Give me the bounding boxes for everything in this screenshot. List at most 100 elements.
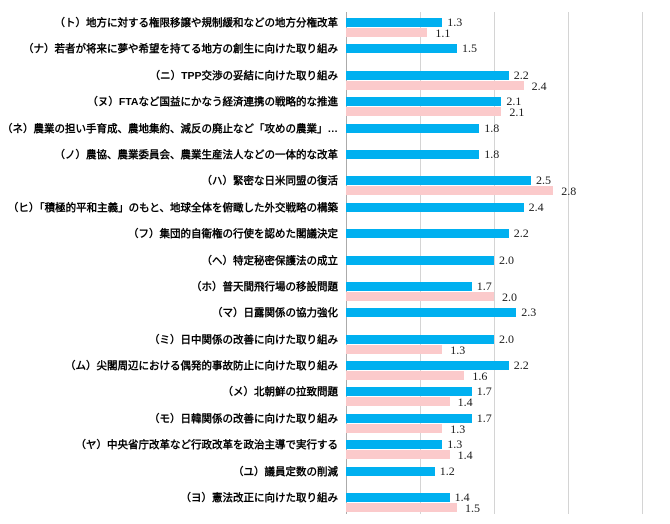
bar-blue [346, 44, 457, 54]
bar-blue [346, 97, 502, 107]
chart-row: （ヘ）特定秘密保護法の成立 2.0 [0, 251, 670, 277]
chart-row: （ネ）農業の担い手育成、農地集約、減反の廃止など「攻めの農業」… 1.8 [0, 119, 670, 145]
value-label-blue: 2.4 [528, 199, 544, 214]
category-label: （ユ）議員定数の削減 [233, 465, 338, 478]
bar-group-blue: 1.5 [346, 41, 477, 56]
category-label: （モ）日韓関係の改善に向けた取り組み [149, 412, 338, 425]
value-label-blue: 2.3 [521, 305, 537, 320]
value-label-blue: 2.5 [536, 173, 551, 188]
bar-group-blue: 1.7 [346, 410, 492, 425]
value-label-pink: 1.4 [457, 395, 473, 410]
chart-row: （モ）日韓関係の改善に向けた取り組み 1.7 1.3 [0, 409, 670, 435]
chart-rows: （ト）地方に対する権限移譲や規制緩和などの地方分権改革 1.3 1.1 （ナ）若者が将… [0, 13, 670, 514]
bar-group-blue: 2.5 [346, 173, 551, 188]
bar-group-blue: 2.0 [346, 254, 514, 266]
bar-group-pink: 1.4 [346, 395, 473, 410]
bar-group-blue: 1.3 [346, 16, 462, 28]
bar-group-pink: 2.1 [346, 105, 525, 120]
category-label: （ヨ）憲法改正に向けた取り組み [180, 492, 339, 505]
gridline-x-2 [494, 12, 495, 514]
category-label: （ノ）農協、農業委員会、農業生産法人などの一体的な改革 [54, 148, 339, 161]
value-label-blue: 1.2 [439, 463, 455, 478]
value-label-blue: 1.7 [476, 410, 492, 425]
category-label: （ト）地方に対する権限移譲や規制緩和などの地方分権改革 [54, 17, 339, 29]
bar-blue [346, 123, 480, 133]
chart-row: （ヨ）憲法改正に向けた取り組み 1.4 1.5 [0, 488, 670, 514]
bar-blue [346, 440, 443, 450]
value-label-blue: 1.4 [454, 490, 470, 505]
category-label: （ヌ）FTAなど国益にかなう経済連携の戦略的な推進 [87, 96, 338, 109]
bar-group-blue: 1.7 [346, 385, 492, 397]
value-label-blue: 1.5 [462, 41, 477, 56]
chart-row: （ホ）普天間飛行場の移設問題 1.7 2.0 [0, 277, 670, 303]
bar-group-blue: 1.8 [346, 120, 500, 135]
category-label: （ニ）TPP交渉の妥結に向けた取り組み [149, 69, 338, 82]
bar-group-pink: 2.4 [346, 78, 547, 93]
chart-row: （ヌ）FTAなど国益にかなう経済連携の戦略的な推進 2.1 2.1 [0, 92, 670, 118]
chart-row: （ト）地方に対する権限移譲や規制緩和などの地方分権改革 1.3 1.1 [0, 13, 670, 39]
value-label-blue: 1.8 [484, 120, 500, 135]
value-label-blue: 2.1 [506, 94, 522, 109]
chart-row: （ヤ）中央省庁改革など行政改革を政治主導で実行する 1.3 1.4 [0, 435, 670, 461]
value-label-pink: 2.4 [531, 78, 547, 93]
bar-group-pink: 2.0 [346, 291, 517, 303]
category-label: （マ）日露関係の協力強化 [212, 307, 338, 320]
chart-row: （フ）集団的自衛権の行使を認めた閣議決定 2.2 [0, 224, 670, 250]
category-label: （ヤ）中央省庁改革など行政改革を政治主導で実行する [75, 439, 339, 452]
bar-group-pink: 1.1 [346, 26, 451, 40]
bar-blue [346, 229, 509, 239]
bar-group-blue: 2.2 [346, 359, 529, 371]
value-label-blue: 2.0 [499, 331, 514, 346]
value-label-pink: 1.3 [450, 421, 466, 436]
chart-row: （ユ）議員定数の削減 1.2 [0, 462, 670, 488]
bar-group-pink: 1.3 [346, 421, 466, 436]
value-label-pink: 2.1 [509, 105, 525, 120]
bar-pink [346, 450, 450, 460]
bar-pink [346, 291, 494, 301]
bar-pink [346, 503, 457, 513]
value-label-pink: 1.4 [457, 448, 473, 463]
value-label-blue: 1.3 [447, 437, 463, 452]
bar-group-blue: 2.1 [346, 94, 522, 109]
bar-group-blue: 1.2 [346, 463, 455, 478]
bar-blue [346, 18, 443, 27]
gridline-x-3 [568, 12, 569, 514]
value-label-pink: 1.3 [450, 342, 466, 357]
bar-blue [346, 149, 480, 159]
bar-pink [346, 186, 554, 196]
chart-row: （ミ）日中関係の改善に向けた取り組み 2.0 1.3 [0, 330, 670, 356]
bar-pink [346, 80, 524, 90]
bar-group-blue: 1.3 [346, 437, 463, 452]
bar-blue [346, 255, 494, 265]
bar-group-blue: 1.8 [346, 148, 499, 160]
bar-blue [346, 361, 509, 371]
bar-blue [346, 308, 517, 318]
category-label: （ハ）緊密な日米同盟の復活 [201, 175, 339, 188]
category-label: （メ）北朝鮮の拉致問題 [222, 386, 339, 399]
bar-pink [346, 423, 443, 433]
bar-pink [346, 107, 502, 117]
category-label: （フ）集団的自衛権の行使を認めた閣議決定 [128, 228, 338, 241]
value-label-pink: 1.6 [472, 369, 488, 384]
category-label: （ネ）農業の担い手育成、農地集約、減反の廃止など「攻めの農業」… [2, 122, 338, 135]
bar-group-pink: 1.4 [346, 448, 473, 463]
value-label-pink: 1.1 [435, 26, 451, 40]
category-label: （ヘ）特定秘密保護法の成立 [201, 254, 339, 267]
bar-blue [346, 413, 472, 423]
bar-group-pink: 1.5 [346, 502, 480, 514]
bar-group-blue: 2.2 [346, 69, 529, 81]
chart-row: （ハ）緊密な日米同盟の復活 2.5 2.8 [0, 171, 670, 197]
bar-group-pink: 1.3 [346, 342, 466, 357]
bar-group-blue: 2.3 [346, 305, 537, 320]
bar-group-blue: 2.4 [346, 199, 544, 214]
chart-row: （メ）北朝鮮の拉致問題 1.7 1.4 [0, 382, 670, 408]
chart-row: （ヒ）「積極的平和主義」のもと、地球全体を俯瞰した外交戦略の構築 2.4 [0, 198, 670, 224]
bar-blue [346, 493, 450, 503]
bar-blue [346, 176, 531, 186]
chart-row: （マ）日露関係の協力強化 2.3 [0, 303, 670, 329]
category-label: （ム）尖閣周辺における偶発的事故防止に向けた取り組み [65, 360, 338, 373]
category-label: （ミ）日中関係の改善に向けた取り組み [149, 333, 338, 346]
value-label-blue: 2.2 [513, 226, 529, 241]
bar-pink [346, 397, 450, 407]
